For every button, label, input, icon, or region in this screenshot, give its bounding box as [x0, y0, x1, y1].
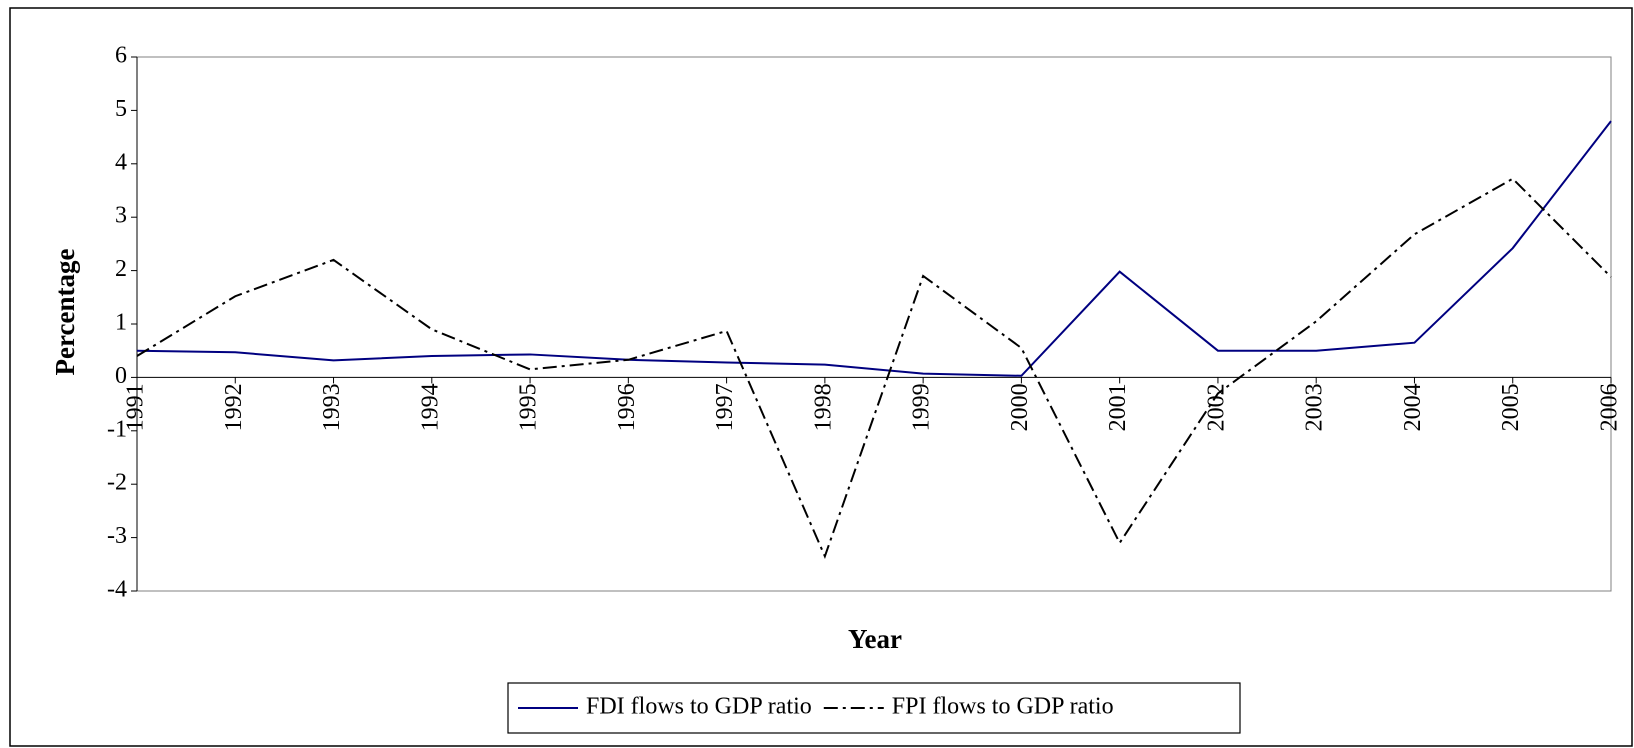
series-line — [136, 120, 1612, 377]
x-axis-title: Year — [848, 624, 902, 654]
x-tick-label: 1994 — [417, 383, 443, 431]
y-tick-label: -3 — [107, 523, 127, 549]
x-tick-label: 1999 — [909, 383, 935, 431]
y-tick-label: 0 — [115, 363, 127, 389]
x-tick-label: 1996 — [614, 383, 640, 431]
x-tick-label: 2000 — [1007, 383, 1033, 431]
y-tick-label: 3 — [115, 203, 127, 229]
y-tick-label: 4 — [115, 149, 127, 175]
x-tick-label: 2003 — [1302, 383, 1328, 431]
x-tick-label: 1993 — [319, 383, 345, 431]
y-tick-label: -1 — [107, 416, 127, 442]
legend-box — [507, 682, 1241, 734]
y-tick-label: 6 — [115, 43, 127, 69]
y-axis-title: Percentage — [50, 249, 80, 376]
x-tick-label: 1997 — [712, 383, 738, 431]
x-tick-label: 1995 — [516, 383, 542, 431]
x-tick-label: 1992 — [221, 383, 247, 431]
y-tick-label: -2 — [107, 470, 127, 496]
frame — [9, 7, 1633, 747]
x-tick-label: 2004 — [1400, 383, 1426, 431]
x-tick-label: 1991 — [123, 383, 149, 431]
legend-label: FPI flows to GDP ratio — [892, 694, 1114, 720]
plot-area — [136, 56, 1612, 592]
x-tick-label: 1998 — [810, 383, 836, 431]
x-tick-label: 2005 — [1498, 383, 1524, 431]
series-line — [136, 177, 1612, 560]
x-tick-label: 2002 — [1203, 383, 1229, 431]
x-tick-label: 2001 — [1105, 383, 1131, 431]
y-tick-label: 1 — [115, 310, 127, 336]
y-tick-label: -4 — [107, 577, 127, 603]
y-tick-label: 2 — [115, 256, 127, 282]
legend-label: FDI flows to GDP ratio — [586, 694, 812, 720]
y-tick-label: 5 — [115, 96, 127, 122]
x-tick-label: 2006 — [1597, 383, 1623, 431]
